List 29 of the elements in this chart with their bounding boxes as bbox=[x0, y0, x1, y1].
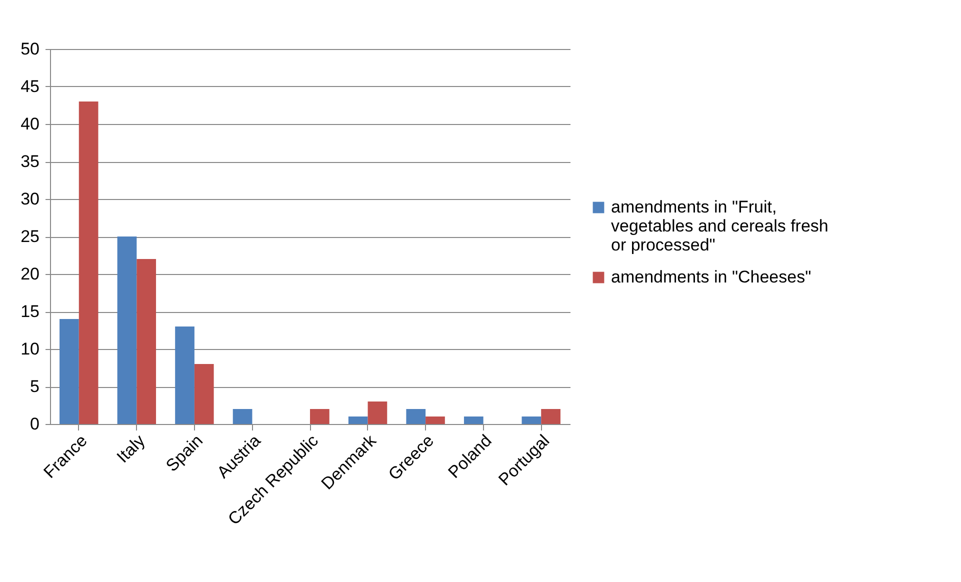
bar bbox=[194, 364, 214, 424]
y-tick-label: 35 bbox=[20, 152, 40, 171]
y-tick-label: 0 bbox=[30, 414, 40, 434]
y-tick-label: 15 bbox=[20, 302, 40, 321]
bar bbox=[310, 409, 330, 424]
y-tick-label: 50 bbox=[20, 40, 40, 58]
bar bbox=[464, 416, 484, 424]
bar bbox=[60, 319, 79, 424]
bar bbox=[175, 326, 194, 424]
y-tick-label: 30 bbox=[20, 190, 40, 208]
y-tick-label: 20 bbox=[20, 264, 40, 284]
y-tick-label: 10 bbox=[20, 340, 40, 358]
legend-label: amendments in "Fruit, vegetables and cereals fresh or processed" bbox=[611, 198, 828, 254]
y-tick-label: 40 bbox=[20, 114, 40, 134]
legend-label: amendments in "Cheeses" bbox=[611, 268, 812, 286]
bar bbox=[426, 416, 445, 424]
y-tick-label: 25 bbox=[20, 227, 40, 246]
bar bbox=[541, 409, 560, 424]
x-tick-label: Italy bbox=[113, 430, 150, 467]
y-tick-label: 5 bbox=[30, 377, 40, 396]
bar bbox=[368, 402, 388, 424]
y-tick-label: 45 bbox=[20, 77, 40, 96]
bar bbox=[117, 236, 137, 424]
bar bbox=[406, 409, 426, 424]
bar bbox=[136, 259, 156, 424]
bar bbox=[78, 102, 98, 424]
bar bbox=[348, 416, 368, 424]
bar bbox=[522, 416, 542, 424]
bar bbox=[232, 409, 252, 424]
